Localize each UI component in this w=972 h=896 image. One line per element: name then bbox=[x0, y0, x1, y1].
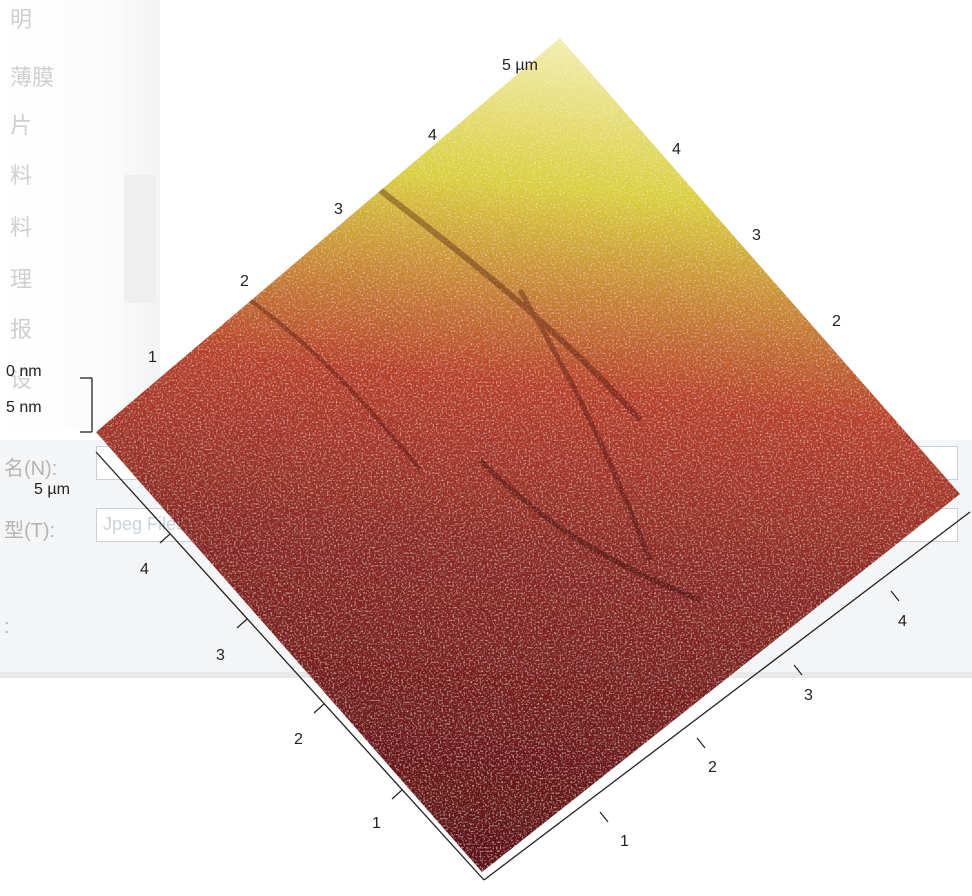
filename-label: 名(N): bbox=[4, 458, 58, 480]
back-right-tick-3: 3 bbox=[752, 227, 761, 244]
y-tick-4: 4 bbox=[140, 561, 149, 578]
sidebar-item-3: 料 bbox=[10, 164, 33, 189]
x-tick-1: 1 bbox=[620, 833, 629, 850]
back-left-unit-label: 5 µm bbox=[502, 57, 538, 74]
back-right-tick-2: 2 bbox=[832, 313, 841, 330]
sidebar-item-6: 报 bbox=[10, 318, 33, 343]
sidebar-item-4: 料 bbox=[10, 216, 33, 241]
back-left-tick-2: 2 bbox=[240, 273, 249, 290]
surface-mesh bbox=[96, 38, 960, 872]
z-axis-bottom-label: 5 nm bbox=[6, 399, 42, 416]
y-axis-ticks bbox=[159, 533, 403, 800]
sidebar-item-7: 设 bbox=[10, 368, 33, 393]
y-axis-unit-label: 5 µm bbox=[34, 481, 70, 498]
sidebar-item-5: 理 bbox=[10, 268, 33, 293]
x-tick-4: 4 bbox=[898, 613, 907, 630]
y-tick-2: 2 bbox=[294, 731, 303, 748]
x-tick-3: 3 bbox=[804, 687, 813, 704]
sidebar-item-2: 片 bbox=[10, 114, 33, 139]
surface-ridges bbox=[248, 187, 701, 603]
y-tick-3: 3 bbox=[216, 647, 225, 664]
x-tick-2: 2 bbox=[708, 759, 717, 776]
sidebar-item-1: 薄膜 bbox=[10, 66, 55, 91]
z-axis-top-label: 0 nm bbox=[6, 363, 42, 380]
background-colon: : bbox=[4, 616, 10, 638]
background-scrollbar bbox=[124, 175, 156, 303]
x-axis-ticks bbox=[599, 590, 900, 823]
filetype-label: 型(T): bbox=[4, 520, 56, 542]
y-tick-1: 1 bbox=[372, 815, 381, 832]
axis-frame bbox=[80, 377, 971, 881]
back-left-tick-3: 3 bbox=[334, 201, 343, 218]
back-left-tick-4: 4 bbox=[428, 127, 437, 144]
sidebar-item-0: 明 bbox=[10, 8, 33, 33]
back-right-tick-4: 4 bbox=[672, 141, 681, 158]
back-left-tick-1: 1 bbox=[148, 349, 157, 366]
